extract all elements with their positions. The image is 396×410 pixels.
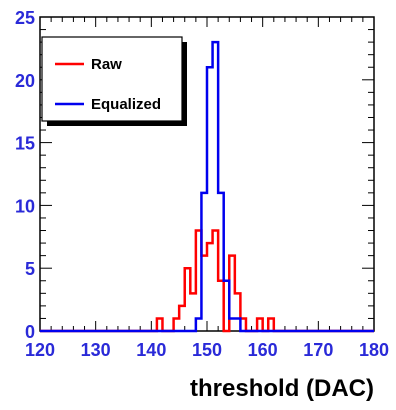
x-tick-label: 120 (25, 340, 55, 360)
series-line-equalized (40, 40, 374, 333)
series-layer (40, 40, 374, 333)
y-tick-label: 15 (15, 134, 35, 154)
y-tick-labels: 0 5 10 15 20 25 (15, 8, 35, 342)
legend-box (41, 36, 183, 122)
x-tick-label: 150 (192, 340, 222, 360)
x-tick-label: 160 (248, 340, 278, 360)
x-tick-label: 130 (81, 340, 111, 360)
x-tick-labels: 120 130 140 150 160 170 180 (25, 340, 389, 360)
x-tick-label: 180 (359, 340, 389, 360)
y-tick-label: 25 (15, 8, 35, 28)
y-tick-label: 5 (25, 259, 35, 279)
legend-label-raw: Raw (91, 56, 122, 73)
x-axis-title: threshold (DAC) (190, 375, 374, 402)
legend: Raw Equalized (41, 36, 187, 126)
series-line-raw (40, 229, 374, 333)
legend-label-equalized: Equalized (91, 96, 161, 113)
y-tick-label: 20 (15, 71, 35, 91)
x-tick-label: 140 (136, 340, 166, 360)
axis-ticks (39, 16, 375, 332)
y-tick-label: 0 (25, 322, 35, 342)
x-tick-label: 170 (303, 340, 333, 360)
y-tick-label: 10 (15, 196, 35, 216)
